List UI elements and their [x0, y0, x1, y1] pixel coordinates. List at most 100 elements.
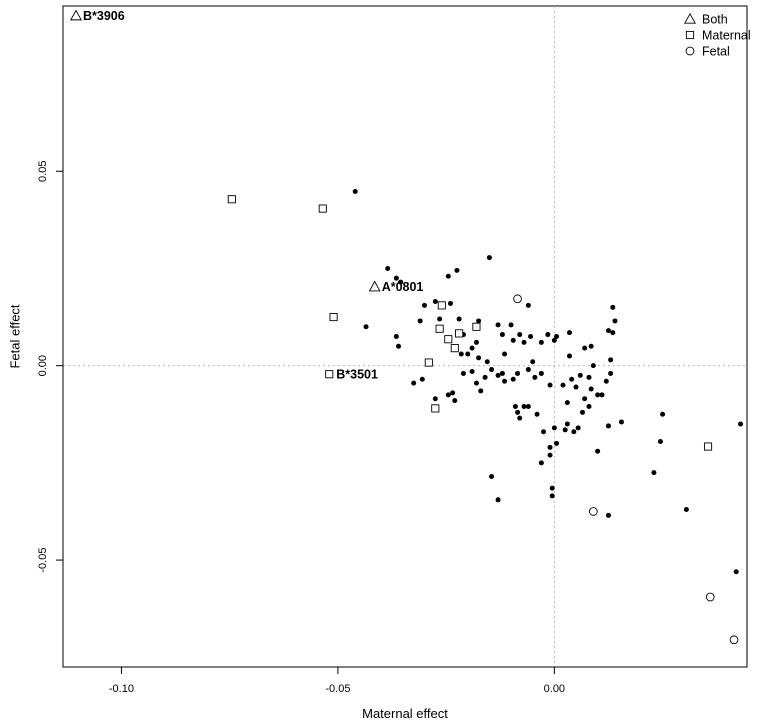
data-point	[547, 444, 553, 450]
data-point-square	[703, 442, 713, 451]
point-label: B*3906	[83, 9, 125, 23]
data-point	[554, 334, 560, 339]
data-point	[421, 302, 427, 308]
data-point	[476, 318, 482, 324]
data-point	[567, 353, 573, 359]
data-point	[432, 299, 438, 305]
data-point	[525, 367, 531, 373]
data-point	[521, 403, 527, 409]
data-point	[437, 316, 443, 322]
data-point	[525, 302, 531, 308]
data-point-triangle	[368, 280, 381, 292]
data-point	[393, 334, 399, 339]
data-point	[445, 273, 451, 279]
data-point	[510, 376, 516, 382]
data-point	[545, 332, 551, 338]
point-labels: B*3501 B*3906 A*0801	[83, 9, 423, 381]
data-point-square	[424, 358, 433, 367]
data-point	[595, 448, 601, 454]
data-point	[595, 392, 601, 398]
legend-label: Maternal	[702, 29, 751, 43]
data-point-square	[435, 324, 444, 333]
data-point	[549, 485, 555, 491]
data-point	[515, 409, 521, 415]
data-point	[538, 339, 544, 345]
data-point	[517, 332, 523, 338]
data-point	[605, 423, 611, 429]
data-point	[562, 427, 568, 433]
data-point	[398, 279, 404, 285]
data-point	[599, 392, 605, 398]
data-point	[460, 370, 466, 376]
data-point	[610, 330, 616, 336]
data-point	[482, 374, 488, 380]
data-point	[588, 386, 594, 392]
data-point	[495, 497, 501, 503]
reference-lines	[63, 6, 747, 667]
data-point	[554, 440, 560, 446]
data-point	[575, 425, 581, 431]
data-point	[473, 380, 479, 386]
data-point	[515, 370, 521, 376]
data-point-square	[455, 329, 464, 338]
legend-label: Both	[702, 13, 728, 27]
data-point	[419, 376, 425, 382]
data-point	[541, 429, 547, 435]
data-point	[590, 363, 596, 369]
data-point	[508, 322, 514, 328]
data-point	[567, 330, 573, 336]
data-point	[450, 390, 456, 396]
x-axis-title: Maternal effect	[362, 706, 448, 721]
data-point	[469, 368, 475, 374]
data-point	[525, 403, 531, 409]
data-point	[573, 384, 579, 390]
data-point-square	[227, 195, 236, 204]
data-point	[586, 403, 592, 409]
legend-label: Fetal	[702, 45, 730, 59]
data-point	[385, 265, 391, 271]
legend-marker-triangle	[684, 12, 696, 24]
data-point	[484, 359, 490, 365]
data-point	[447, 300, 453, 306]
data-point-circle	[513, 294, 522, 304]
data-point	[534, 411, 540, 417]
data-point	[605, 512, 611, 518]
data-point	[502, 351, 508, 357]
data-point	[610, 304, 616, 310]
y-axis: -0.05 0.00 0.05	[37, 161, 64, 573]
data-point	[528, 334, 534, 339]
data-point	[547, 382, 553, 388]
data-point	[495, 372, 501, 378]
data-point	[683, 507, 689, 513]
point-label: B*3501	[336, 368, 378, 382]
data-point-square	[444, 335, 453, 344]
data-point	[352, 188, 358, 194]
data-point	[551, 425, 557, 431]
data-point	[564, 400, 570, 406]
data-point	[660, 411, 666, 417]
data-point-square	[325, 370, 334, 379]
data-point	[473, 339, 479, 345]
x-tick-label: 0.00	[544, 683, 565, 695]
data-point-square	[437, 301, 446, 310]
data-point-square	[472, 322, 481, 331]
data-point	[502, 378, 508, 384]
data-point	[738, 421, 744, 427]
data-point	[510, 337, 516, 343]
data-point	[549, 493, 555, 499]
data-point	[579, 409, 585, 415]
x-tick-label: -0.05	[325, 683, 350, 695]
data-point	[577, 372, 583, 378]
data-point	[478, 388, 484, 394]
data-point-square	[329, 313, 338, 322]
data-point-square	[450, 344, 459, 353]
data-point	[551, 337, 557, 343]
y-axis-title: Fetal effect	[8, 304, 23, 368]
plot-frame	[62, 5, 748, 668]
data-point	[495, 322, 501, 328]
data-point	[560, 382, 566, 388]
point-label: A*0801	[382, 280, 424, 294]
data-point	[396, 343, 402, 349]
data-point	[569, 376, 575, 382]
